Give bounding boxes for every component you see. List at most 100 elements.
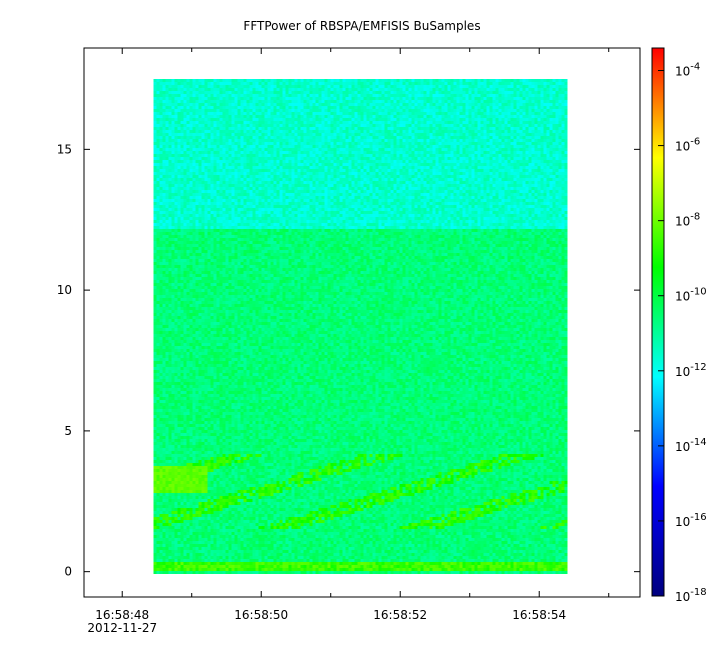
spectrogram-cell [223,127,226,130]
spectrogram-cell [241,106,244,109]
spectrogram-cell [457,151,460,154]
spectrogram-cell [469,130,472,133]
spectrogram-cell [493,178,496,181]
spectrogram-cell [553,100,556,103]
spectrogram-cell [265,109,268,112]
spectrogram-cell [502,154,505,157]
spectrogram-cell [454,127,457,130]
spectrogram-cell [271,88,274,91]
spectrogram-cell [325,145,328,148]
spectrogram-cell [457,130,460,133]
spectrogram-cell [280,175,283,178]
spectrogram-cell [406,79,409,82]
spectrogram-cell [535,127,538,130]
spectrogram-cell [172,139,175,142]
spectrogram-cell [340,127,343,130]
spectrogram-cell [547,145,550,148]
spectrogram-cell [343,148,346,151]
spectrogram-cell [172,115,175,118]
spectrogram-cell [556,121,559,124]
spectrogram-cell [376,166,379,169]
spectrogram-cell [280,118,283,121]
spectrogram-cell [511,133,514,136]
spectrogram-cell [541,178,544,181]
spectrogram-cell [247,154,250,157]
spectrogram-cell [331,154,334,157]
spectrogram-cell [271,139,274,142]
spectrogram-cell [559,100,562,103]
spectrogram-cell [286,172,289,175]
spectrogram-cell [556,151,559,154]
spectrogram-cell [175,133,178,136]
spectrogram-cell [244,169,247,172]
spectrogram-cell [478,94,481,97]
spectrogram-cell [532,100,535,103]
spectrogram-cell [352,172,355,175]
spectrogram-cell [418,124,421,127]
spectrogram-cell [178,127,181,130]
spectrogram-cell [181,88,184,91]
spectrogram-cell [529,133,532,136]
spectrogram-cell [373,103,376,106]
spectrogram-cell [193,172,196,175]
spectrogram-cell [238,103,241,106]
spectrogram-cell [184,166,187,169]
spectrogram-cell [310,172,313,175]
spectrogram-cell [436,184,439,187]
spectrogram-cell [265,85,268,88]
spectrogram-cell [553,109,556,112]
spectrogram-cell [388,175,391,178]
spectrogram-cell [391,82,394,85]
spectrogram-cell [367,109,370,112]
spectrogram-cell [556,145,559,148]
spectrogram-cell [517,118,520,121]
spectrogram-cell [250,154,253,157]
spectrogram-cell [379,100,382,103]
spectrogram-cell [157,82,160,85]
spectrogram-cell [253,133,256,136]
spectrogram-cell [172,172,175,175]
spectrogram-cell [313,97,316,100]
spectrogram-cell [301,160,304,163]
spectrogram-cell [316,151,319,154]
spectrogram-cell [226,103,229,106]
spectrogram-cell [187,94,190,97]
spectrogram-cell [220,91,223,94]
spectrogram-cell [349,175,352,178]
spectrogram-cell [550,148,553,151]
spectrogram-cell [562,124,565,127]
spectrogram-cell [172,106,175,109]
spectrogram-cell [292,169,295,172]
spectrogram-cell [553,97,556,100]
spectrogram-cell [247,115,250,118]
spectrogram-cell [286,166,289,169]
spectrogram-cell [430,100,433,103]
spectrogram-cell [289,100,292,103]
spectrogram-cell [301,97,304,100]
spectrogram-cell [409,112,412,115]
spectrogram-cell [199,82,202,85]
spectrogram-cell [478,112,481,115]
spectrogram-cell [286,184,289,187]
spectrogram-cell [481,124,484,127]
spectrogram-cell [346,181,349,184]
spectrogram-cell [499,142,502,145]
spectrogram-cell [430,118,433,121]
spectrogram-cell [541,115,544,118]
spectrogram-cell [541,85,544,88]
spectrogram-cell [556,169,559,172]
spectrogram-cell [238,184,241,187]
spectrogram-cell [223,91,226,94]
spectrogram-cell [508,130,511,133]
spectrogram-cell [271,127,274,130]
spectrogram-cell [487,160,490,163]
spectrogram-cell [445,103,448,106]
spectrogram-cell [457,103,460,106]
spectrogram-cell [181,106,184,109]
spectrogram-cell [481,109,484,112]
spectrogram-cell [481,118,484,121]
spectrogram-cell [421,154,424,157]
spectrogram-cell [256,85,259,88]
spectrogram-cell [337,142,340,145]
spectrogram-cell [355,112,358,115]
